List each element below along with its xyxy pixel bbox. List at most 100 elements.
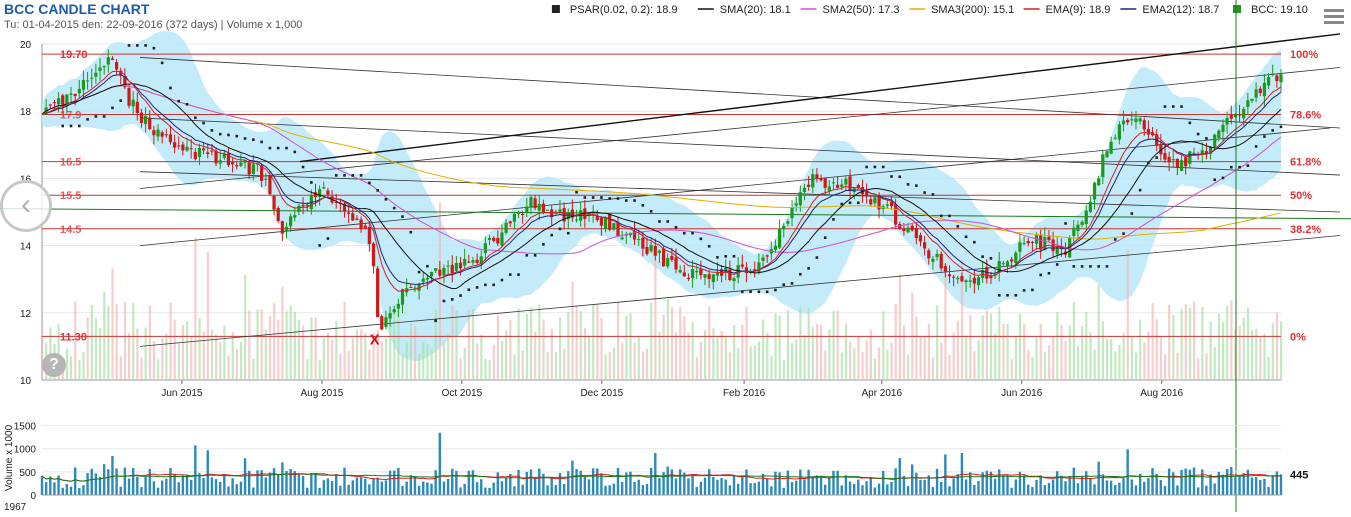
volume-bar [674,478,678,495]
volume-bar [716,479,719,495]
candle-body [1184,157,1188,167]
volume-bar [1267,486,1270,495]
candle-body [417,283,421,291]
candle-body [1113,137,1117,139]
psar-dot [956,225,960,228]
candle-body [458,262,463,269]
volume-shadow-bar [1027,350,1030,380]
volume-shadow-bar [1122,332,1125,380]
psar-dot [724,255,728,258]
volume-bar [297,473,301,495]
candle-body [131,99,135,107]
volume-shadow-bar [782,359,785,380]
candle-body [376,268,380,318]
volume-bar [293,471,296,495]
trend-line [299,33,1341,163]
candle-body [504,222,508,233]
volume-bar [1072,467,1076,495]
psar-dot [1138,188,1142,192]
volume-bar [1230,467,1233,495]
fib-price-label: 14.5 [60,224,81,236]
swing-low-marker: X [370,331,380,348]
candle-body [371,243,376,267]
psar-dot [558,227,562,231]
volume-bar [819,475,823,495]
volume-bar [82,485,85,495]
volume-shadow-bar [289,305,292,380]
volume-bar [794,480,798,495]
chart-subtitle: Tu: 01-04-2015 den: 22-09-2016 (372 days… [4,19,302,31]
candle-body [831,182,836,184]
volume-bar [811,476,814,495]
volume-shadow-bar [397,302,400,380]
volume-shadow-bar [380,341,383,380]
volume-shadow-bar [82,352,85,380]
volume-shadow-bar [807,307,810,380]
candle-body [247,162,251,175]
help-button[interactable]: ? [42,353,66,377]
volume-shadow-bar [840,352,843,380]
volume-shadow-bar [1089,332,1092,380]
volume-shadow-bar [335,321,338,380]
volume-bar [235,484,238,495]
volume-bar [451,468,454,495]
psar-dot [707,244,711,248]
fib-price-label: 19.70 [60,49,88,61]
psar-dot [649,210,653,213]
psar-dot [981,255,984,258]
candle-body [260,165,264,181]
psar-dot [1064,222,1067,225]
psar-dot [318,244,321,247]
candle-body [243,159,247,163]
candle-body [628,233,633,236]
volume-bar [1242,473,1245,495]
legend-item: BCC: 19.10 [1233,4,1308,16]
candle-body [686,277,691,279]
volume-shadow-bar [969,315,972,380]
volume-shadow-bar [94,318,98,380]
volume-shadow-bar [1031,357,1034,380]
volume-shadow-bar [347,350,350,380]
chart-title: BCC CANDLE CHART [4,1,150,17]
volume-shadow-bar [828,329,831,380]
volume-bar [1143,481,1146,495]
candle-body [533,198,537,209]
candle-body [313,192,318,198]
volume-shadow-bar [447,334,450,380]
volume-bar [919,479,922,495]
candle-body [1146,129,1150,135]
psar-dot [799,272,802,276]
volume-bar [1163,486,1167,495]
volume-shadow-bar [1043,351,1047,380]
psar-dot [1006,293,1009,297]
volume-bar [401,485,404,495]
psar-dot [583,196,587,199]
volume-bar [654,453,657,495]
candle-body [753,269,757,271]
volume-bar [49,476,52,495]
candle-body [73,93,77,97]
volume-bar [1196,487,1200,495]
candle-body [48,104,52,106]
volume-shadow-bar [1147,331,1150,380]
volume-bar [78,488,81,495]
volume-bar [1192,467,1196,495]
candle-body [98,67,102,71]
trend-line [139,235,1341,347]
candle-body [786,221,790,224]
volume-shadow-bar [890,342,893,380]
volume-shadow-bar [1246,307,1250,380]
hamburger-menu-icon[interactable] [1322,6,1346,30]
volume-shadow-bar [1014,335,1017,380]
psar-dot [1246,164,1250,167]
volume-bar [455,470,458,495]
volume-shadow-bar [1184,304,1187,380]
volume-shadow-bar [343,301,346,380]
volume-bar [1010,487,1013,495]
candle-body [562,208,566,222]
volume-shadow-bar [683,316,686,380]
volume-bar [210,477,214,495]
previous-button[interactable]: ‹ [0,180,52,232]
volume-bar [306,487,309,495]
psar-dot [674,225,678,229]
